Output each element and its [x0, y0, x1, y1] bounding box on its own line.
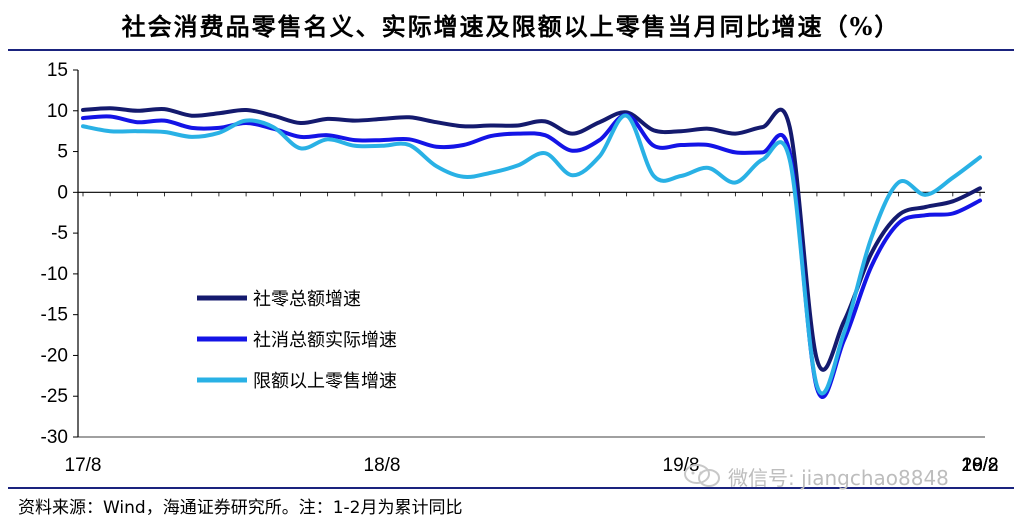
y-tick-label: -5 — [51, 223, 68, 244]
watermark: 微信号: jiangchao8848 — [682, 462, 949, 490]
bottom-rule — [8, 487, 1014, 489]
y-tick-label: -20 — [41, 345, 68, 366]
top-rule — [8, 49, 1014, 51]
y-tick-label: 0 — [57, 182, 68, 203]
x-tick-label: 20/8 — [962, 455, 999, 476]
y-tick-label: -10 — [41, 264, 68, 285]
x-tick-label: 20/2 — [962, 455, 999, 476]
legend-label-1: 社零总额增速 — [253, 289, 361, 310]
legend-label-2: 社消总额实际增速 — [253, 330, 397, 351]
y-tick-label: -25 — [41, 386, 68, 407]
source-note: 资料来源：Wind，海通证券研究所。注：1-2月为累计同比 — [18, 498, 463, 518]
legend-label-3: 限额以上零售增速 — [253, 371, 397, 392]
line-chart: 15 10 5 0 -5 -10 -15 -20 -25 -30 17/8 18/2 18/8 19/2 1… — [41, 60, 999, 476]
series-line-1 — [81, 106, 982, 372]
x-tick-label: 19/8 — [663, 455, 700, 476]
x-tick-label: 18/2 — [962, 455, 999, 476]
wechat-icon — [684, 464, 720, 487]
y-tick-label: -15 — [41, 305, 68, 326]
series-line-3 — [81, 113, 982, 396]
y-tick-label: -30 — [41, 427, 68, 448]
chart-title-bar: 社会消费品零售名义、实际增速及限额以上零售当月同比增速（%） — [0, 0, 1022, 48]
x-tick-label: 17/8 — [65, 455, 102, 476]
y-tick-label: 15 — [47, 60, 68, 81]
y-tick-label: 10 — [47, 101, 68, 122]
x-tick-label: 19/2 — [962, 455, 999, 476]
x-tick-label: 18/8 — [364, 455, 401, 476]
y-tick-label: 5 — [57, 142, 68, 163]
chart-title: 社会消费品零售名义、实际增速及限额以上零售当月同比增速（%） — [121, 11, 901, 41]
watermark-text: 微信号: jiangchao8848 — [728, 465, 949, 490]
